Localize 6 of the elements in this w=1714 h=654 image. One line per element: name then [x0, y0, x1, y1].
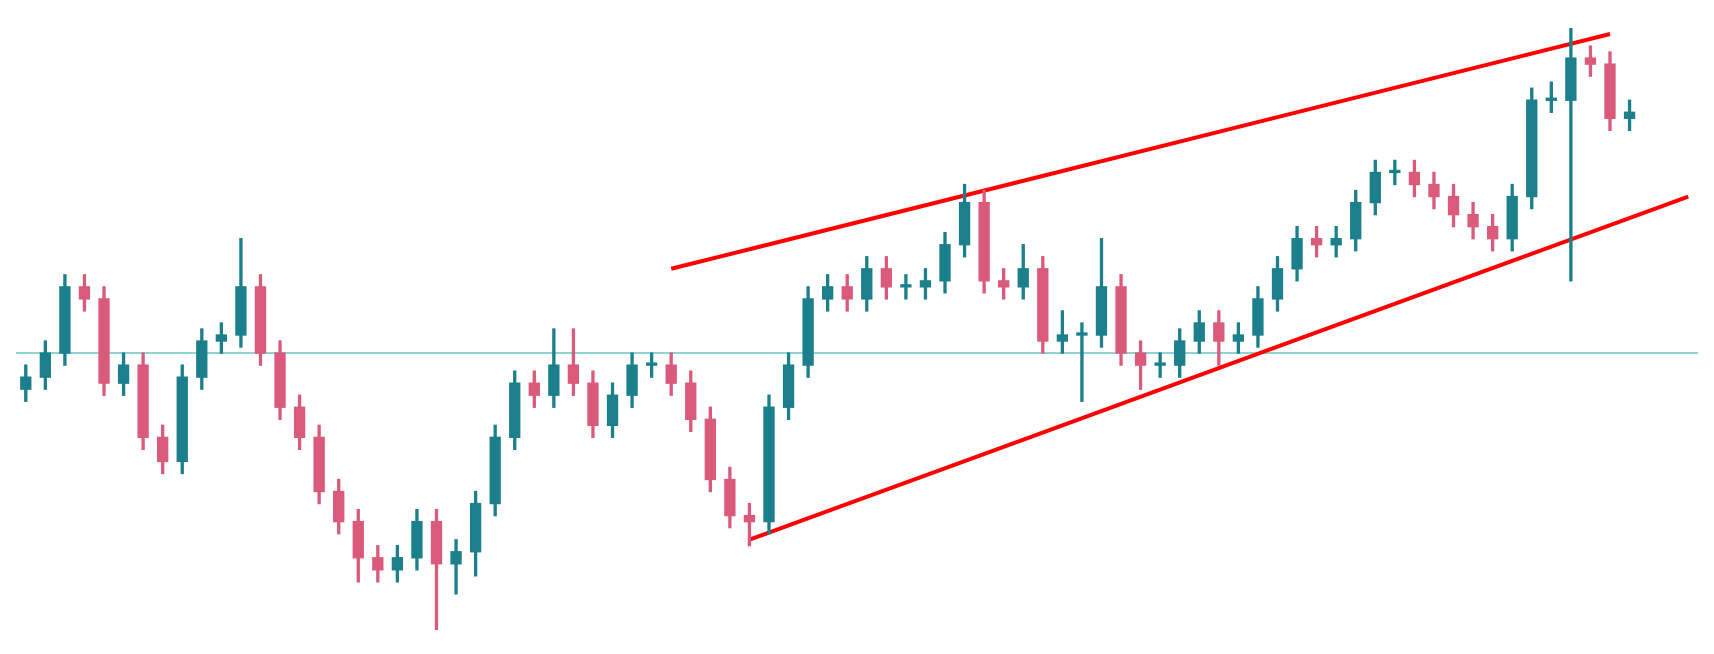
candlestick — [1076, 322, 1088, 402]
candlestick — [1565, 28, 1577, 282]
candlestick — [450, 539, 462, 595]
candlestick — [1154, 352, 1166, 378]
candlestick — [900, 274, 912, 300]
candlestick — [1389, 159, 1401, 186]
